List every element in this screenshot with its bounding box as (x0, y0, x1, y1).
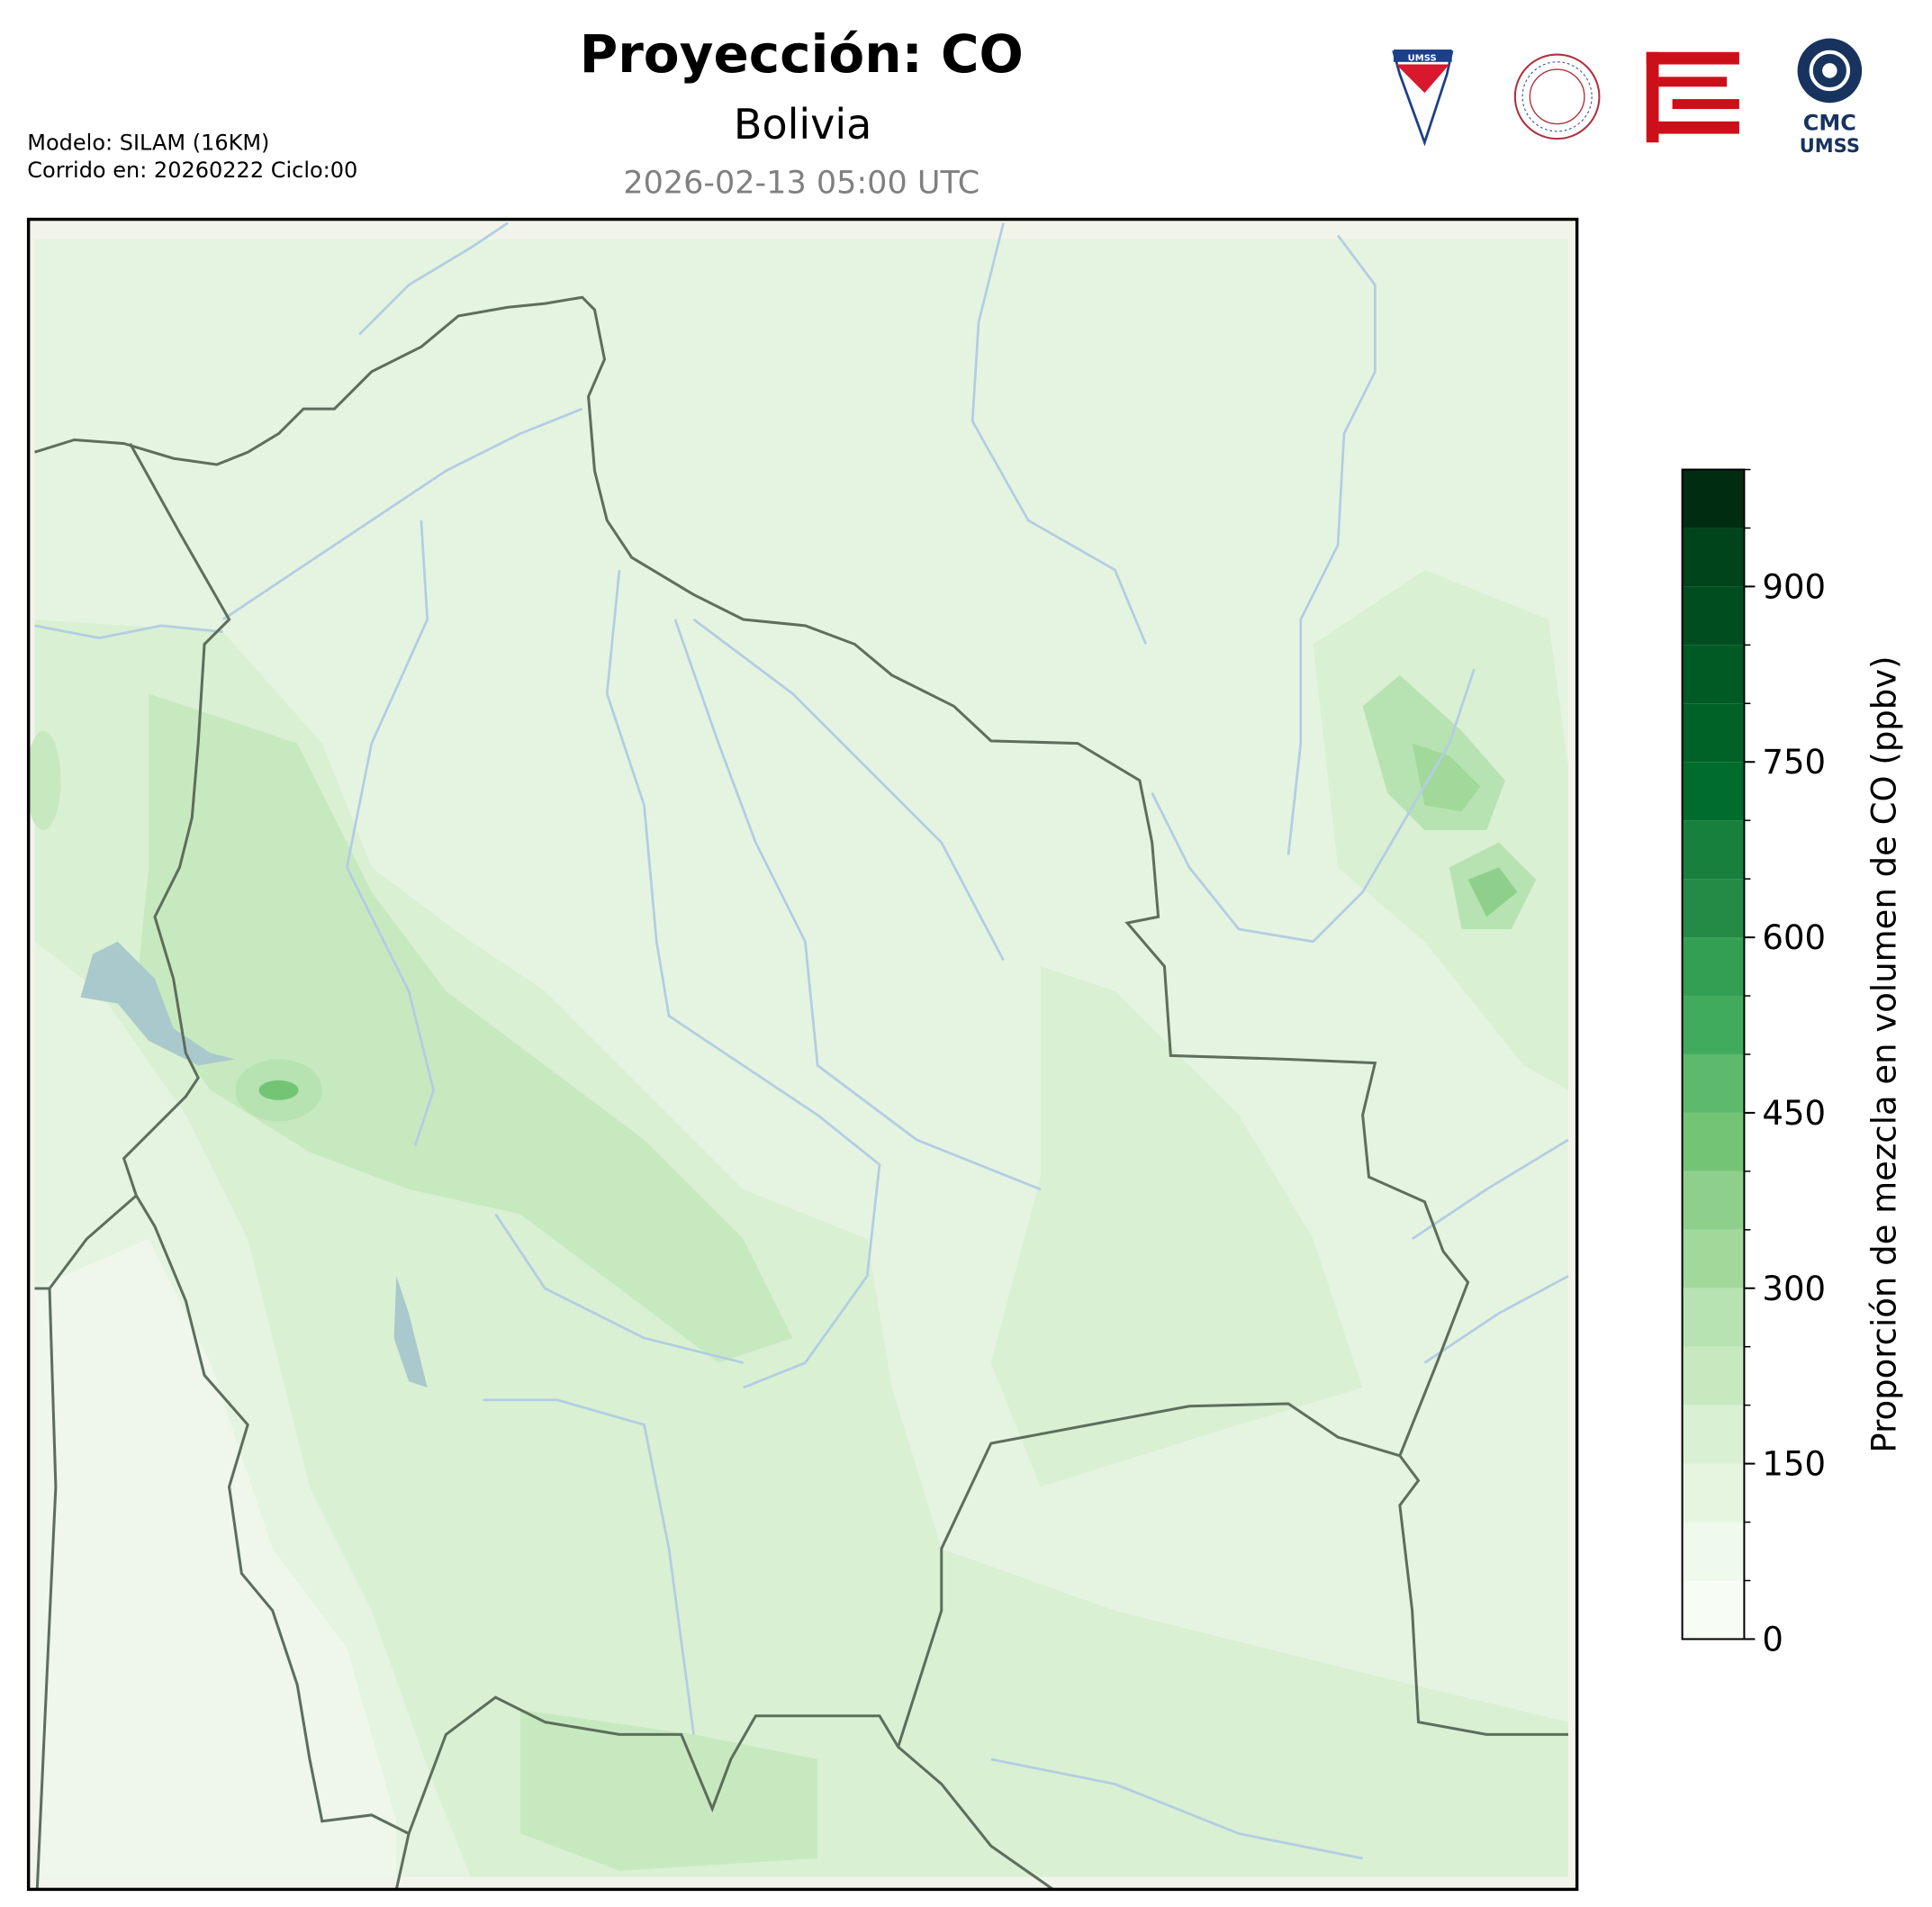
field-high (258, 1080, 299, 1100)
colorbar-band (1682, 469, 1745, 529)
annotation: Corrido en: 20260222 Ciclo:00 (27, 158, 357, 183)
colorbar-band (1682, 645, 1745, 704)
field-low (34, 1239, 397, 1877)
colorbar-band (1682, 1288, 1745, 1347)
colorbar-band (1682, 1229, 1745, 1288)
colorbar-band (1682, 1463, 1745, 1523)
logo-text: UMSS (1800, 135, 1860, 157)
colorbar-band (1682, 586, 1745, 646)
colorbar-band (1682, 820, 1745, 880)
tick-label: 300 (1762, 1270, 1826, 1308)
rivers (34, 221, 1569, 1860)
field-mid (990, 966, 1363, 1487)
field-high (136, 693, 793, 1363)
colorbar-band (1682, 879, 1745, 938)
map (26, 38, 1863, 1892)
tick-label: 0 (1762, 1620, 1783, 1658)
logo-cmc (1797, 38, 1863, 104)
tick-label: 600 (1762, 918, 1826, 957)
borders (34, 295, 1569, 1890)
tick-label: 150 (1762, 1445, 1826, 1484)
colorbar-band (1682, 528, 1745, 587)
colorbar-label: Proporción de mezcla en volumen de CO (p… (1864, 655, 1903, 1452)
logo-fcyt (1646, 51, 1739, 143)
logo-text: UMSS (1408, 53, 1437, 63)
colorbar-band (1682, 1405, 1745, 1464)
colorbar-band (1682, 703, 1745, 763)
logo-fisica (1513, 53, 1601, 140)
colorbar-band (1682, 1112, 1745, 1171)
field-high (519, 1709, 818, 1871)
lake (80, 941, 236, 1066)
colorbar-band (1682, 937, 1745, 997)
colorbar-band (1682, 996, 1745, 1054)
colorbar-band (1682, 1346, 1745, 1405)
lake (393, 1276, 428, 1388)
logo-umss-shield (1392, 50, 1454, 147)
colorbar-band (1682, 1170, 1745, 1230)
annotation: Modelo: SILAM (16KM) (27, 130, 269, 155)
timestamp: 2026-02-13 05:00 UTC (623, 166, 980, 202)
title: Proyección: CO (580, 23, 1024, 85)
field-high (28, 730, 61, 830)
subtitle: Bolivia (734, 100, 871, 149)
tick-label: 900 (1762, 567, 1826, 606)
tick-label: 450 (1762, 1094, 1826, 1133)
colorbar-band (1682, 762, 1745, 821)
field-high (1467, 867, 1518, 917)
colorbar-band (1682, 1580, 1745, 1640)
field-mid (34, 619, 1569, 1877)
tick-label: 750 (1762, 743, 1826, 782)
colorbar-band (1682, 1522, 1745, 1581)
map-frame (26, 217, 1579, 1892)
logo-text: CMC (1803, 110, 1856, 135)
field-high (1412, 743, 1481, 812)
colorbar-band (1682, 1053, 1745, 1113)
